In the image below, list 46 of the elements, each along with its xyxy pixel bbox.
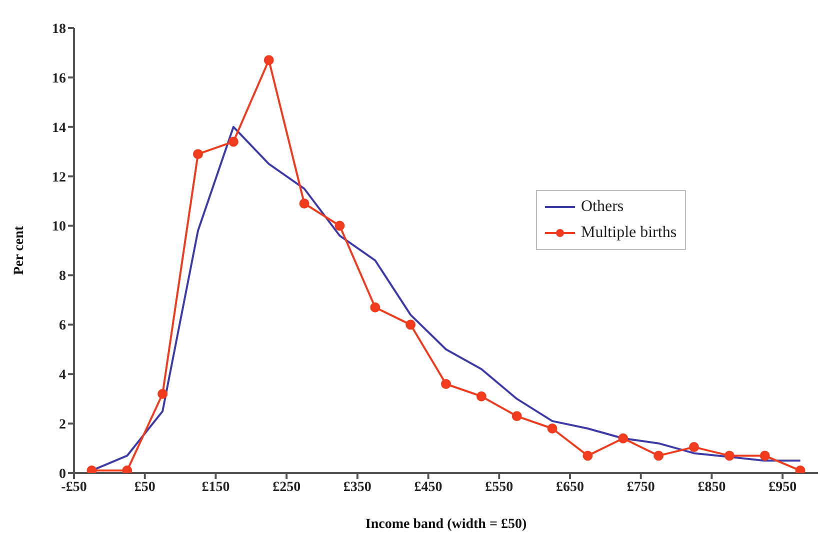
point (476, 391, 486, 402)
point (654, 450, 664, 461)
x-axis-title: Income band (width = £50) (365, 517, 527, 532)
point (406, 320, 416, 330)
y-tick-label: 6 (59, 318, 66, 334)
x-tick-label: £950 (768, 480, 797, 495)
x-tick-label: £750 (626, 480, 655, 495)
point (618, 433, 628, 444)
point (441, 379, 451, 389)
y-tick-label: 12 (52, 170, 66, 186)
point (689, 442, 699, 452)
point (299, 198, 310, 209)
x-tick-label: £650 (556, 480, 584, 495)
point (370, 302, 380, 312)
point (760, 450, 770, 461)
x-tick-label: £250 (272, 480, 301, 495)
y-tick-label: 8 (59, 269, 66, 284)
x-tick-label: £50 (134, 480, 156, 495)
y-tick-label: 2 (59, 418, 66, 433)
y-tick-label: 18 (52, 22, 66, 37)
point (547, 424, 558, 434)
point (86, 466, 97, 473)
point (795, 466, 806, 473)
x-tick-label: £850 (698, 480, 726, 495)
x-tick-label: £450 (414, 480, 442, 495)
point (158, 388, 168, 399)
x-tick-label: £350 (343, 480, 372, 495)
x-tick-label: £550 (485, 480, 514, 495)
point (334, 220, 345, 231)
point (193, 149, 203, 160)
point (724, 450, 734, 461)
legend-label: Others (581, 197, 624, 217)
y-axis-title: Per cent (12, 226, 27, 276)
y-tick-label: 14 (52, 120, 66, 136)
x-tick-label: -£50 (61, 480, 87, 495)
y-tick-label: 16 (52, 71, 66, 86)
point (512, 411, 522, 422)
point (122, 466, 132, 473)
y-tick-label: 10 (52, 220, 66, 235)
point (582, 450, 593, 461)
legend-label: Multiple births (581, 223, 677, 243)
x-tick-label: £150 (202, 480, 230, 495)
y-tick-label: 4 (59, 368, 66, 384)
point (228, 136, 238, 147)
point (264, 55, 274, 66)
y-tick-label: 0 (59, 466, 66, 482)
